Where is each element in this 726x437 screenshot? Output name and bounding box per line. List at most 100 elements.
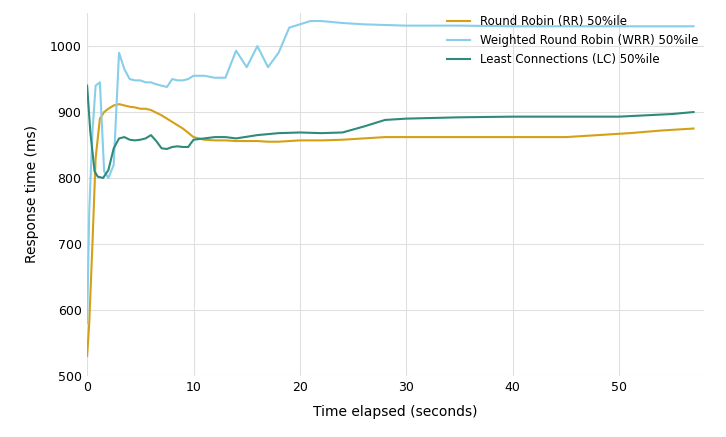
Least Connections (LC) 50%ile [120, 135, 129, 140]
Weighted Round Robin (WRR) 50%ile [306, 18, 315, 24]
Least Connections (LC) 50%ile [295, 130, 304, 135]
Weighted Round Robin (WRR) 50%ile [402, 23, 411, 28]
Weighted Round Robin (WRR) 50%ile [380, 22, 389, 28]
Round Robin (RR) 50%ile [200, 137, 208, 142]
Least Connections (LC) 50%ile [211, 135, 219, 140]
Weighted Round Robin (WRR) 50%ile [174, 78, 182, 83]
Least Connections (LC) 50%ile [86, 129, 94, 135]
Least Connections (LC) 50%ile [104, 167, 113, 173]
Round Robin (RR) 50%ile [285, 139, 293, 144]
Weighted Round Robin (WRR) 50%ile [184, 76, 192, 82]
Weighted Round Robin (WRR) 50%ile [242, 65, 251, 70]
Weighted Round Robin (WRR) 50%ile [455, 23, 464, 28]
Round Robin (RR) 50%ile [126, 104, 134, 109]
Least Connections (LC) 50%ile [221, 135, 230, 140]
Round Robin (RR) 50%ile [508, 135, 517, 140]
Round Robin (RR) 50%ile [402, 135, 411, 140]
Least Connections (LC) 50%ile [668, 111, 677, 117]
Round Robin (RR) 50%ile [168, 119, 176, 125]
Least Connections (LC) 50%ile [174, 144, 182, 149]
Round Robin (RR) 50%ile [142, 106, 150, 111]
Round Robin (RR) 50%ile [211, 138, 219, 143]
Weighted Round Robin (WRR) 50%ile [211, 75, 219, 80]
Least Connections (LC) 50%ile [90, 169, 99, 174]
Least Connections (LC) 50%ile [561, 114, 570, 119]
Least Connections (LC) 50%ile [126, 137, 134, 142]
Line: Round Robin (RR) 50%ile: Round Robin (RR) 50%ile [87, 104, 693, 356]
Round Robin (RR) 50%ile [104, 106, 113, 111]
Round Robin (RR) 50%ile [158, 113, 166, 118]
Round Robin (RR) 50%ile [274, 139, 283, 144]
Least Connections (LC) 50%ile [338, 130, 347, 135]
Weighted Round Robin (WRR) 50%ile [274, 50, 283, 55]
Round Robin (RR) 50%ile [96, 116, 105, 121]
Round Robin (RR) 50%ile [99, 109, 108, 114]
Weighted Round Robin (WRR) 50%ile [264, 65, 272, 70]
Least Connections (LC) 50%ile [94, 174, 102, 179]
Weighted Round Robin (WRR) 50%ile [561, 24, 570, 29]
Weighted Round Robin (WRR) 50%ile [83, 320, 91, 326]
Least Connections (LC) 50%ile [253, 132, 261, 138]
Least Connections (LC) 50%ile [99, 175, 107, 180]
Least Connections (LC) 50%ile [142, 136, 150, 141]
Least Connections (LC) 50%ile [380, 117, 389, 122]
Round Robin (RR) 50%ile [455, 135, 464, 140]
Round Robin (RR) 50%ile [253, 139, 261, 144]
Round Robin (RR) 50%ile [380, 135, 389, 140]
Round Robin (RR) 50%ile [317, 138, 325, 143]
Round Robin (RR) 50%ile [110, 103, 118, 108]
Least Connections (LC) 50%ile [184, 144, 192, 149]
Weighted Round Robin (WRR) 50%ile [126, 76, 134, 82]
X-axis label: Time elapsed (seconds): Time elapsed (seconds) [314, 406, 478, 420]
Least Connections (LC) 50%ile [508, 114, 517, 119]
Weighted Round Robin (WRR) 50%ile [317, 18, 325, 24]
Least Connections (LC) 50%ile [689, 109, 698, 114]
Weighted Round Robin (WRR) 50%ile [85, 208, 94, 214]
Least Connections (LC) 50%ile [158, 146, 166, 151]
Weighted Round Robin (WRR) 50%ile [338, 21, 347, 26]
Round Robin (RR) 50%ile [88, 241, 97, 246]
Least Connections (LC) 50%ile [131, 138, 139, 143]
Weighted Round Robin (WRR) 50%ile [120, 66, 129, 72]
Least Connections (LC) 50%ile [402, 116, 411, 121]
Round Robin (RR) 50%ile [338, 137, 347, 142]
Round Robin (RR) 50%ile [83, 354, 91, 359]
Weighted Round Robin (WRR) 50%ile [136, 78, 144, 83]
Least Connections (LC) 50%ile [200, 136, 208, 141]
Least Connections (LC) 50%ile [615, 114, 624, 119]
Weighted Round Robin (WRR) 50%ile [88, 129, 97, 135]
Least Connections (LC) 50%ile [232, 136, 240, 141]
Weighted Round Robin (WRR) 50%ile [131, 78, 139, 83]
Weighted Round Robin (WRR) 50%ile [295, 22, 304, 27]
Weighted Round Robin (WRR) 50%ile [96, 80, 105, 85]
Weighted Round Robin (WRR) 50%ile [253, 43, 261, 49]
Least Connections (LC) 50%ile [136, 137, 144, 142]
Weighted Round Robin (WRR) 50%ile [142, 80, 150, 85]
Least Connections (LC) 50%ile [455, 114, 464, 120]
Least Connections (LC) 50%ile [274, 131, 283, 136]
Least Connections (LC) 50%ile [179, 144, 187, 149]
Round Robin (RR) 50%ile [689, 126, 698, 131]
Round Robin (RR) 50%ile [120, 103, 129, 108]
Round Robin (RR) 50%ile [221, 138, 230, 143]
Weighted Round Robin (WRR) 50%ile [110, 162, 118, 167]
Weighted Round Robin (WRR) 50%ile [168, 76, 176, 82]
Round Robin (RR) 50%ile [179, 126, 187, 131]
Round Robin (RR) 50%ile [242, 139, 251, 144]
Weighted Round Robin (WRR) 50%ile [221, 75, 230, 80]
Least Connections (LC) 50%ile [168, 144, 176, 149]
Round Robin (RR) 50%ile [657, 128, 666, 133]
Weighted Round Robin (WRR) 50%ile [668, 24, 677, 29]
Round Robin (RR) 50%ile [147, 108, 155, 113]
Weighted Round Robin (WRR) 50%ile [615, 24, 624, 29]
Weighted Round Robin (WRR) 50%ile [91, 83, 100, 88]
Least Connections (LC) 50%ile [163, 146, 171, 152]
Weighted Round Robin (WRR) 50%ile [189, 73, 198, 78]
Line: Least Connections (LC) 50%ile: Least Connections (LC) 50%ile [87, 86, 693, 178]
Round Robin (RR) 50%ile [359, 136, 368, 141]
Round Robin (RR) 50%ile [85, 320, 94, 326]
Round Robin (RR) 50%ile [593, 132, 602, 138]
Least Connections (LC) 50%ile [83, 83, 91, 88]
Weighted Round Robin (WRR) 50%ile [99, 169, 108, 174]
Least Connections (LC) 50%ile [110, 146, 118, 151]
